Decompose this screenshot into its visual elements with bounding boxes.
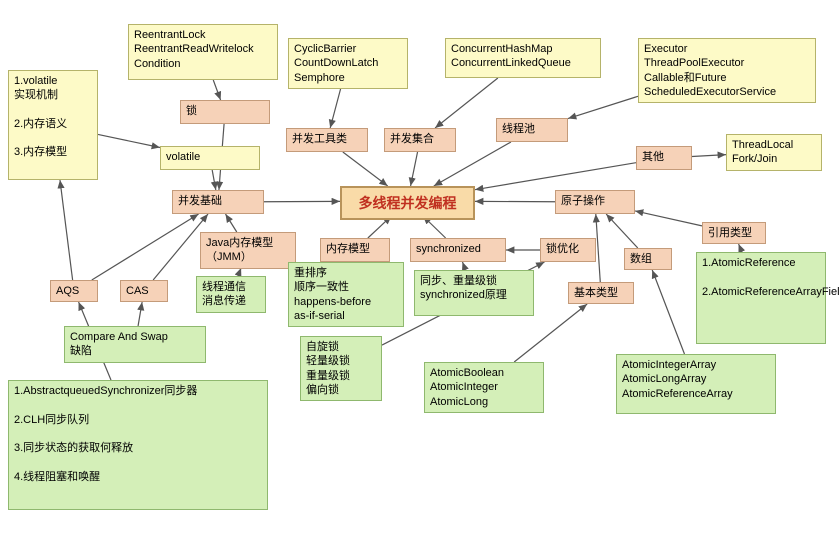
node-tlocal: ThreadLocal Fork/Join xyxy=(726,134,822,171)
edge-reftype-atomic xyxy=(635,211,702,226)
node-lock: 锁 xyxy=(180,100,270,124)
center-node: 多线程并发编程 xyxy=(340,186,475,220)
edge-conchm-coll xyxy=(435,78,498,128)
edge-cyclic-tools xyxy=(330,84,342,128)
node-tcomm: 线程通信 消息传递 xyxy=(196,276,266,313)
node-spin: 自旋锁 轻量级锁 重量级锁 偏向锁 xyxy=(300,336,382,401)
edge-jmm-base xyxy=(226,214,237,232)
edge-atomarr-array xyxy=(652,270,684,354)
node-lockopt: 锁优化 xyxy=(540,238,596,262)
node-atomic: 原子操作 xyxy=(555,190,635,214)
node-aqs: AQS xyxy=(50,280,98,302)
edge-atomref-reftype xyxy=(739,244,742,252)
node-reftype: 引用类型 xyxy=(702,222,766,244)
node-absq: 1.AbstractqueuedSynchronizer同步器 2.CLH同步队… xyxy=(8,380,268,510)
edge-caswap-cas xyxy=(138,302,142,326)
edge-tools-center xyxy=(343,152,388,186)
node-cyclic: CyclicBarrier CountDownLatch Semphore xyxy=(288,38,408,89)
node-cas: CAS xyxy=(120,280,168,302)
edge-exec-pool xyxy=(568,96,638,118)
node-atomref: 1.AtomicReference 2.AtomicReferenceArray… xyxy=(696,252,826,344)
node-other: 其他 xyxy=(636,146,692,170)
node-base: 并发基础 xyxy=(172,190,264,214)
node-caswap: Compare And Swap 缺陷 xyxy=(64,326,206,363)
node-volatile: volatile xyxy=(160,146,260,170)
node-coll: 并发集合 xyxy=(384,128,456,152)
node-tools: 并发工具类 xyxy=(286,128,368,152)
node-pool: 线程池 xyxy=(496,118,568,142)
node-conchm: ConcurrentHashMap ConcurrentLinkedQueue xyxy=(445,38,601,78)
edge-volatile-base xyxy=(212,170,216,190)
node-atomarr: AtomicIntegerArray AtomicLongArray Atomi… xyxy=(616,354,776,414)
edge-other-tlocal xyxy=(692,155,726,157)
edge-tcomm-jmm xyxy=(238,268,241,276)
node-memmodel: 内存模型 xyxy=(320,238,390,262)
node-sync: synchronized xyxy=(410,238,506,262)
node-exec: Executor ThreadPoolExecutor Callable和Fut… xyxy=(638,38,816,103)
node-basictype: 基本类型 xyxy=(568,282,634,304)
node-reorder: 重排序 顺序一致性 happens-before as-if-serial xyxy=(288,262,404,327)
edge-reentrant-lock xyxy=(213,80,220,100)
node-syncnote: 同步、重量级锁 synchronized原理 xyxy=(414,270,534,316)
edge-basictype-atomic xyxy=(596,214,600,282)
node-jmm: Java内存模型 （JMM） xyxy=(200,232,296,269)
edge-syncnote-sync xyxy=(462,262,465,270)
node-atombool: AtomicBoolean AtomicInteger AtomicLong xyxy=(424,362,544,413)
edge-other-center xyxy=(475,163,636,190)
edge-array-atomic xyxy=(606,214,638,248)
edge-coll-center xyxy=(411,152,418,186)
edge-volatileNote-volatile xyxy=(98,134,160,147)
node-volatileNote: 1.volatile 实现机制 2.内存语义 3.内存模型 xyxy=(8,70,98,180)
edge-aqs-base xyxy=(92,214,199,280)
edge-aqs-volatileNote xyxy=(60,180,73,280)
node-reentrant: ReentrantLock ReentrantReadWritelock Con… xyxy=(128,24,278,80)
node-array: 数组 xyxy=(624,248,672,270)
